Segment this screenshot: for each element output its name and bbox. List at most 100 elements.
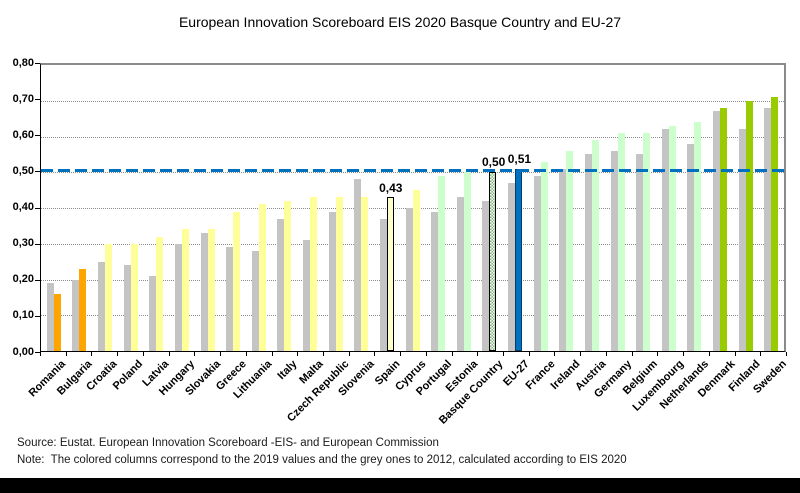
y-axis-label-0-60: 0,60	[12, 128, 34, 141]
y-axis-tick	[35, 207, 40, 209]
eu-reference-dashed-line	[41, 169, 784, 173]
bar-luxembourg-2019	[668, 125, 676, 351]
bar-poland-2019	[130, 243, 138, 351]
bar-romania-2012	[46, 283, 54, 351]
bars-layer	[41, 65, 784, 351]
y-axis-label-0-00: 0,00	[12, 345, 34, 358]
bar-slovenia-2019	[361, 197, 369, 351]
category-group-ireland	[554, 65, 580, 351]
y-axis-label-0-80: 0,80	[12, 56, 34, 69]
category-group-cyprus	[400, 65, 426, 351]
y-axis-tick	[35, 315, 40, 317]
bar-belgium-2012	[636, 154, 644, 351]
category-group-denmark	[707, 65, 733, 351]
bar-ireland-2012	[559, 168, 567, 351]
category-group-germany	[605, 65, 631, 351]
bar-austria-2019	[591, 140, 599, 351]
bar-basque-country-2012	[482, 200, 490, 351]
y-axis-label-0-70: 0,70	[12, 92, 34, 105]
data-label-eu-27: 0,51	[507, 151, 532, 166]
y-axis-label-0-20: 0,20	[12, 273, 34, 286]
x-axis-tick	[580, 352, 582, 356]
bar-netherlands-2012	[687, 143, 695, 351]
x-axis-tick	[194, 352, 196, 356]
bar-malta-2019	[310, 197, 318, 351]
category-group-eu-27	[502, 65, 528, 351]
x-axis-tick	[631, 352, 633, 356]
bar-denmark-2019	[720, 107, 728, 351]
category-group-slovenia	[349, 65, 375, 351]
x-axis-tick	[477, 352, 479, 356]
bar-slovenia-2012	[354, 179, 362, 351]
bar-luxembourg-2012	[661, 129, 669, 351]
bar-sweden-2019	[771, 97, 779, 351]
bar-spain-2019	[386, 197, 394, 351]
category-group-austria	[579, 65, 605, 351]
bar-italy-2019	[284, 200, 292, 351]
category-group-spain	[374, 65, 400, 351]
bar-cyprus-2019	[412, 190, 420, 351]
x-axis-tick	[503, 352, 505, 356]
bar-belgium-2019	[643, 132, 651, 351]
bar-cyprus-2012	[405, 208, 413, 351]
bar-hungary-2012	[174, 243, 182, 351]
bar-latvia-2012	[149, 275, 157, 351]
bar-bulgaria-2019	[79, 268, 87, 351]
source-text: Source: Eustat. European Innovation Scor…	[17, 437, 439, 449]
x-axis-tick	[425, 352, 427, 356]
data-label-basque-country: 0,50	[481, 155, 506, 170]
category-group-latvia	[144, 65, 170, 351]
category-group-romania	[41, 65, 67, 351]
category-group-belgium	[630, 65, 656, 351]
category-group-malta	[297, 65, 323, 351]
x-axis-tick	[554, 352, 556, 356]
category-group-bulgaria	[67, 65, 93, 351]
y-axis-label-0-40: 0,40	[12, 201, 34, 213]
x-axis-tick	[400, 352, 402, 356]
bar-slovakia-2012	[200, 233, 208, 351]
category-group-hungary	[169, 65, 195, 351]
x-axis-tick	[760, 352, 762, 356]
bar-eu-27-2012	[508, 182, 516, 351]
category-group-luxembourg	[656, 65, 682, 351]
bar-latvia-2019	[156, 236, 164, 351]
x-axis-tick	[348, 352, 350, 356]
y-axis-tick	[35, 352, 40, 353]
x-axis-tick	[734, 352, 736, 356]
x-axis-tick	[168, 352, 170, 356]
data-label-spain: 0,43	[379, 180, 403, 195]
category-group-croatia	[92, 65, 118, 351]
x-axis-tick	[374, 352, 376, 356]
bar-bulgaria-2012	[72, 279, 80, 351]
x-axis-tick	[65, 352, 67, 356]
x-axis-tick	[451, 352, 453, 356]
y-axis-label-0-10: 0,10	[12, 309, 34, 322]
bar-poland-2012	[123, 265, 131, 351]
bar-spain-2012	[379, 218, 387, 351]
category-group-sweden	[759, 65, 785, 351]
category-group-poland	[118, 65, 144, 351]
bottom-black-strip	[0, 478, 800, 493]
bar-croatia-2019	[105, 243, 113, 351]
bar-greece-2019	[233, 211, 241, 351]
bar-germany-2012	[610, 150, 618, 351]
bar-sweden-2012	[764, 107, 772, 351]
bar-portugal-2012	[431, 211, 439, 351]
category-group-estonia	[451, 65, 477, 351]
chart-title: European Innovation Scoreboard EIS 2020 …	[178, 14, 622, 30]
x-axis-tick	[220, 352, 222, 356]
x-axis-tick	[786, 352, 787, 356]
y-axis-tick	[35, 63, 40, 64]
category-group-italy	[272, 65, 298, 351]
y-axis-tick	[35, 243, 40, 245]
bar-slovakia-2019	[207, 229, 215, 351]
bar-france-2019	[540, 161, 548, 351]
category-group-basque-country	[477, 65, 503, 351]
x-axis-tick	[605, 352, 607, 356]
bar-netherlands-2019	[694, 122, 702, 351]
bar-estonia-2012	[456, 197, 464, 351]
bar-romania-2019	[53, 293, 61, 351]
note-text: Note: The colored columns correspond to …	[17, 454, 627, 466]
x-axis-tick	[117, 352, 119, 356]
